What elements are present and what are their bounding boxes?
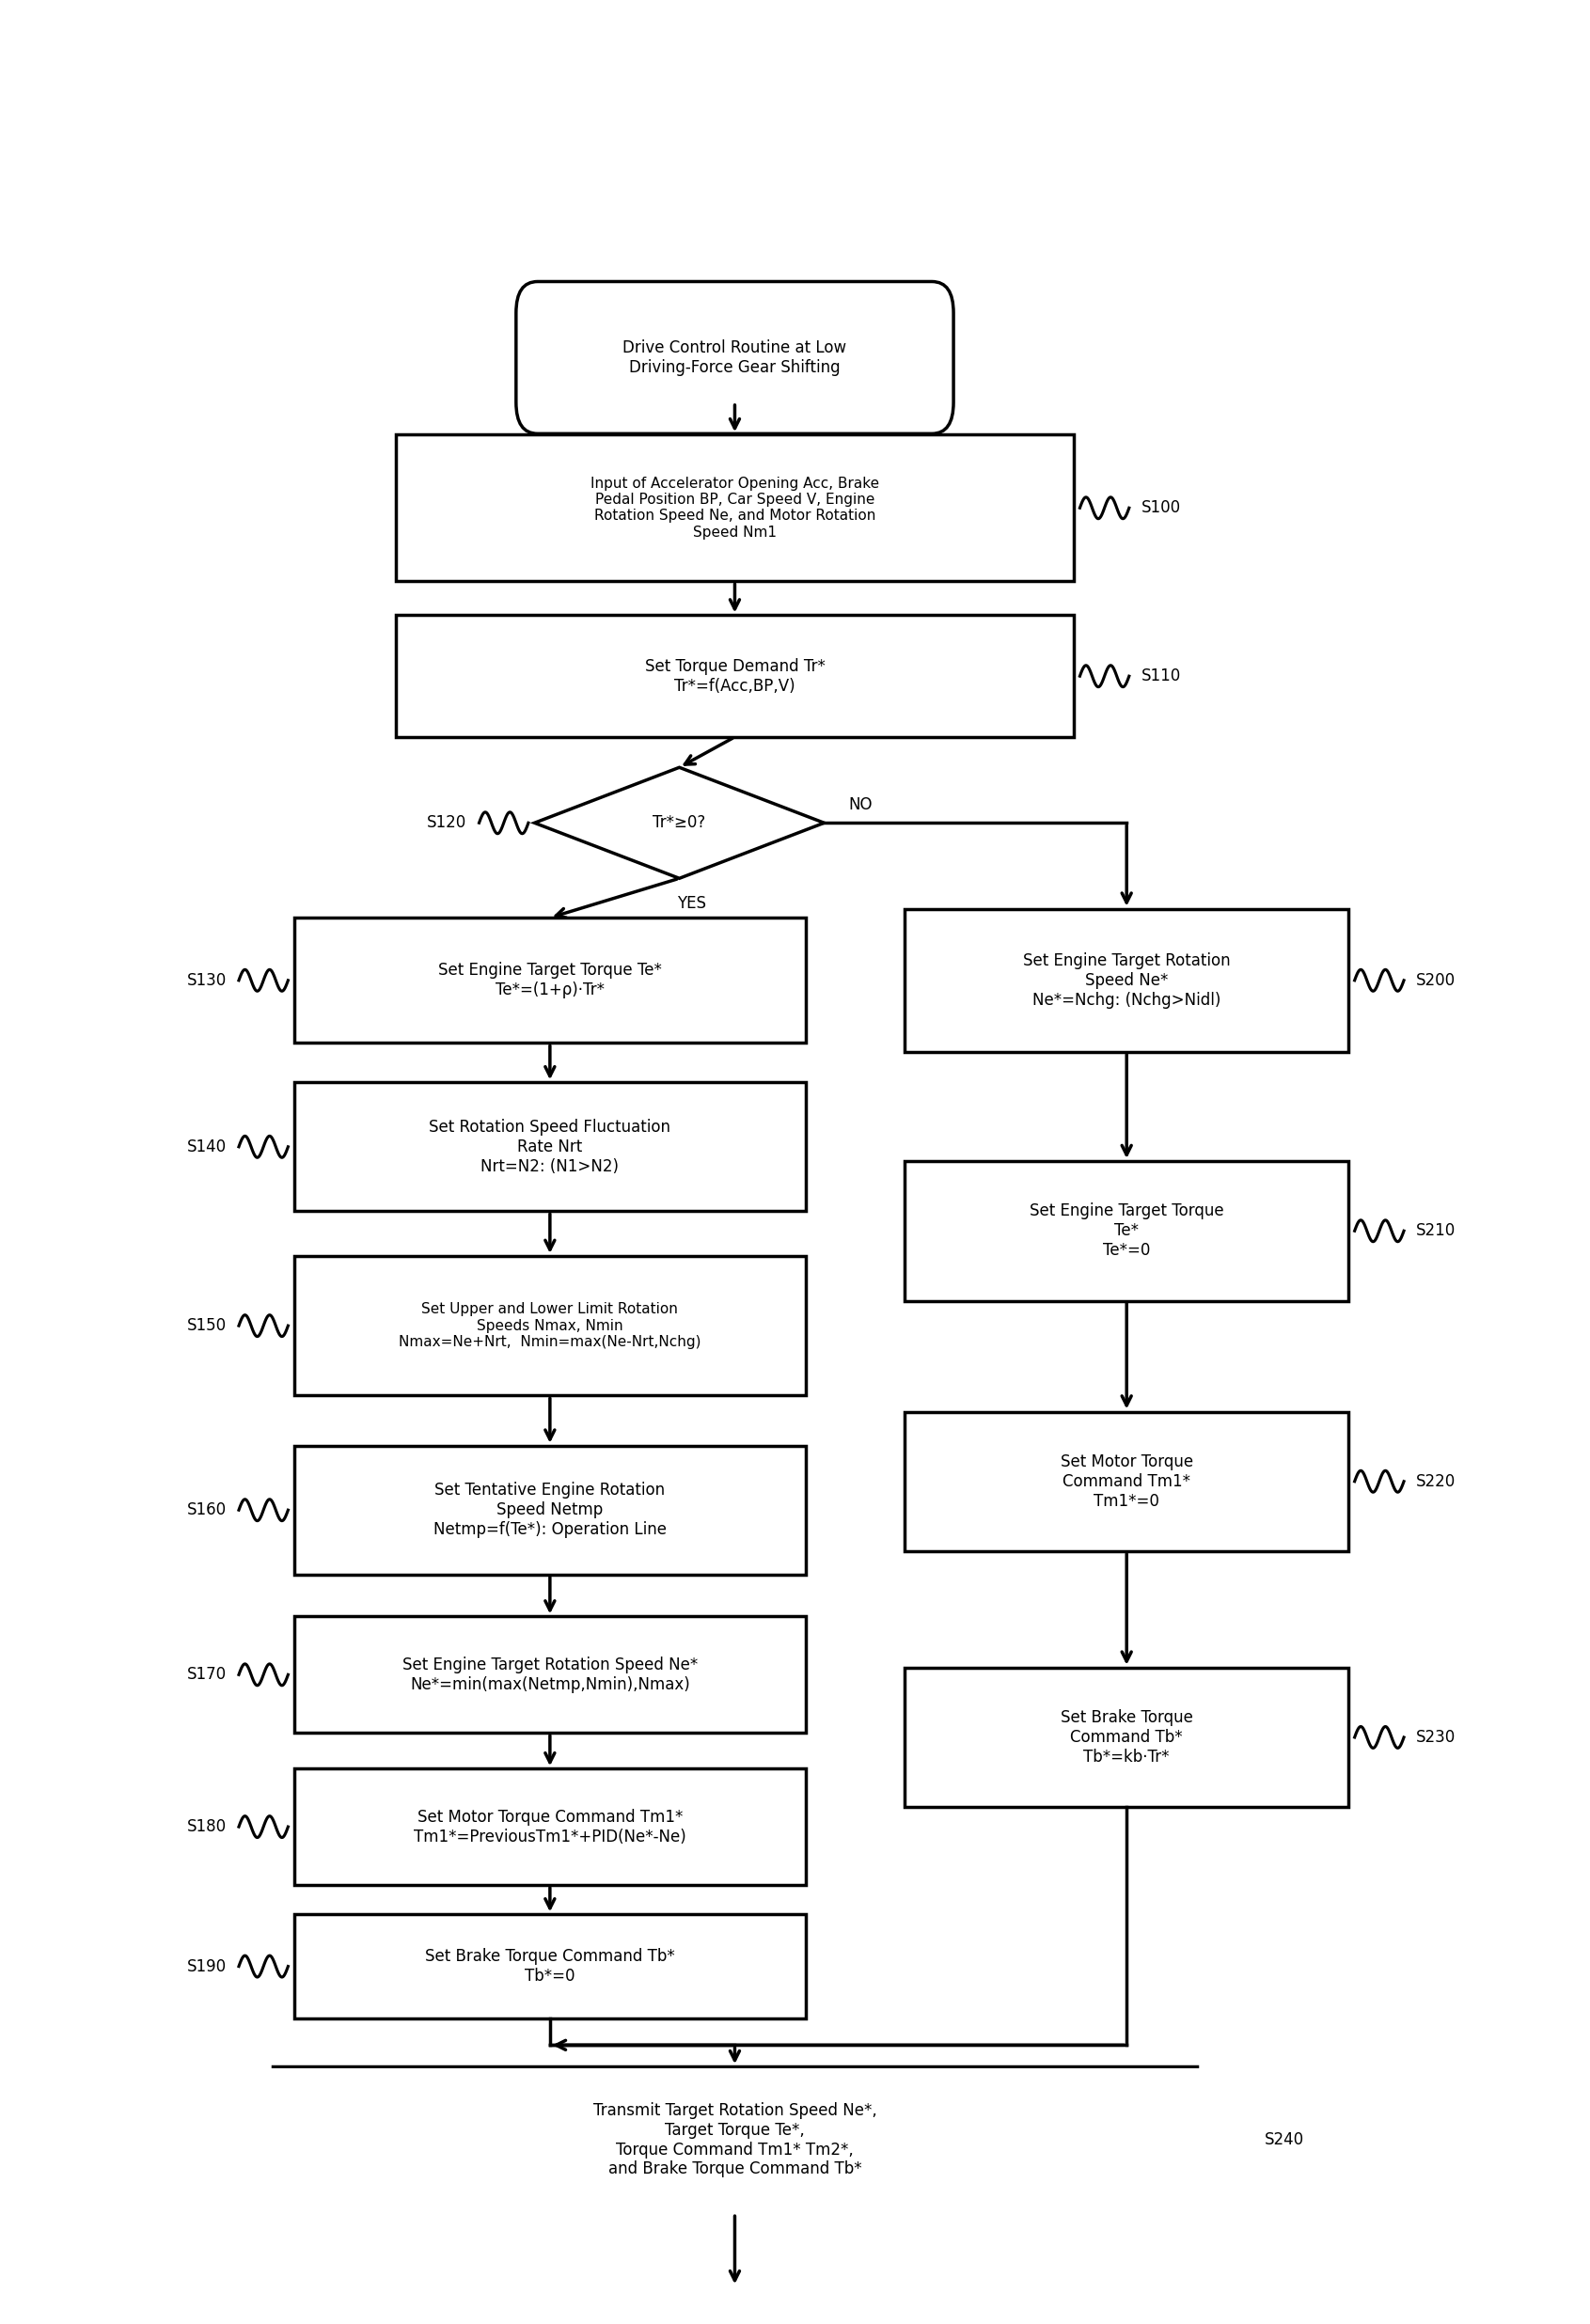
Text: Drive Control Routine at Low
Driving-Force Gear Shifting: Drive Control Routine at Low Driving-For… (623, 339, 847, 376)
FancyBboxPatch shape (396, 616, 1073, 737)
Text: S200: S200 (1417, 971, 1456, 988)
Text: Set Engine Target Torque
Te*
Te*=0: Set Engine Target Torque Te* Te*=0 (1029, 1204, 1224, 1260)
FancyBboxPatch shape (294, 1618, 806, 1734)
Text: S130: S130 (186, 971, 226, 988)
Text: Set Engine Target Torque Te*
Te*=(1+ρ)·Tr*: Set Engine Target Torque Te* Te*=(1+ρ)·T… (439, 962, 661, 999)
FancyBboxPatch shape (294, 918, 806, 1043)
Text: S240: S240 (1264, 2131, 1304, 2147)
Text: S230: S230 (1417, 1729, 1456, 1745)
Text: S160: S160 (188, 1501, 226, 1518)
Text: S210: S210 (1417, 1222, 1456, 1239)
Text: S150: S150 (188, 1318, 226, 1334)
FancyBboxPatch shape (294, 1769, 806, 1885)
Text: Set Motor Torque
Command Tm1*
Tm1*=0: Set Motor Torque Command Tm1* Tm1*=0 (1061, 1452, 1192, 1508)
Text: Set Tentative Engine Rotation
Speed Netmp
Netmp=f(Te*): Operation Line: Set Tentative Engine Rotation Speed Netm… (434, 1483, 666, 1538)
Text: Set Upper and Lower Limit Rotation
Speeds Nmax, Nmin
Nmax=Ne+Nrt,  Nmin=max(Ne-N: Set Upper and Lower Limit Rotation Speed… (399, 1301, 701, 1350)
FancyBboxPatch shape (905, 1162, 1348, 1301)
Text: Set Rotation Speed Fluctuation
Rate Nrt
Nrt=N2: (N1>N2): Set Rotation Speed Fluctuation Rate Nrt … (429, 1118, 671, 1176)
FancyBboxPatch shape (517, 281, 954, 435)
Polygon shape (534, 767, 824, 878)
FancyBboxPatch shape (638, 2268, 832, 2324)
FancyBboxPatch shape (294, 1083, 806, 1211)
Text: Transmit Target Rotation Speed Ne*,
Target Torque Te*,
Torque Command Tm1* Tm2*,: Transmit Target Rotation Speed Ne*, Targ… (593, 2103, 876, 2178)
FancyBboxPatch shape (273, 2066, 1197, 2212)
Text: S110: S110 (1142, 667, 1181, 686)
Text: S190: S190 (188, 1957, 226, 1975)
Text: NO: NO (849, 797, 873, 813)
Text: S140: S140 (188, 1139, 226, 1155)
FancyBboxPatch shape (294, 1446, 806, 1573)
FancyBboxPatch shape (294, 1915, 806, 2017)
Text: YES: YES (677, 895, 706, 911)
FancyBboxPatch shape (905, 909, 1348, 1053)
Text: Input of Accelerator Opening Acc, Brake
Pedal Position BP, Car Speed V, Engine
R: Input of Accelerator Opening Acc, Brake … (590, 476, 879, 539)
Text: Set Torque Demand Tr*
Tr*=f(Acc,BP,V): Set Torque Demand Tr* Tr*=f(Acc,BP,V) (644, 658, 825, 695)
Text: S120: S120 (428, 813, 467, 832)
Text: S170: S170 (188, 1666, 226, 1683)
Text: Set Motor Torque Command Tm1*
Tm1*=PreviousTm1*+PID(Ne*-Ne): Set Motor Torque Command Tm1* Tm1*=Previ… (413, 1808, 687, 1845)
Text: S220: S220 (1417, 1473, 1456, 1490)
Text: Set Engine Target Rotation Speed Ne*
Ne*=min(max(Netmp,Nmin),Nmax): Set Engine Target Rotation Speed Ne* Ne*… (402, 1657, 698, 1692)
FancyBboxPatch shape (396, 435, 1073, 581)
Text: Set Brake Torque Command Tb*
Tb*=0: Set Brake Torque Command Tb* Tb*=0 (425, 1948, 674, 1985)
Text: S100: S100 (1142, 500, 1181, 516)
FancyBboxPatch shape (294, 1255, 806, 1394)
Text: Tr*≥0?: Tr*≥0? (653, 813, 706, 832)
FancyBboxPatch shape (905, 1669, 1348, 1808)
Text: Set Engine Target Rotation
Speed Ne*
Ne*=Nchg: (Nchg>Nidl): Set Engine Target Rotation Speed Ne* Ne*… (1022, 953, 1231, 1009)
Text: Set Brake Torque
Command Tb*
Tb*=kb·Tr*: Set Brake Torque Command Tb* Tb*=kb·Tr* (1061, 1708, 1192, 1766)
FancyBboxPatch shape (905, 1411, 1348, 1550)
Text: S180: S180 (188, 1817, 226, 1836)
